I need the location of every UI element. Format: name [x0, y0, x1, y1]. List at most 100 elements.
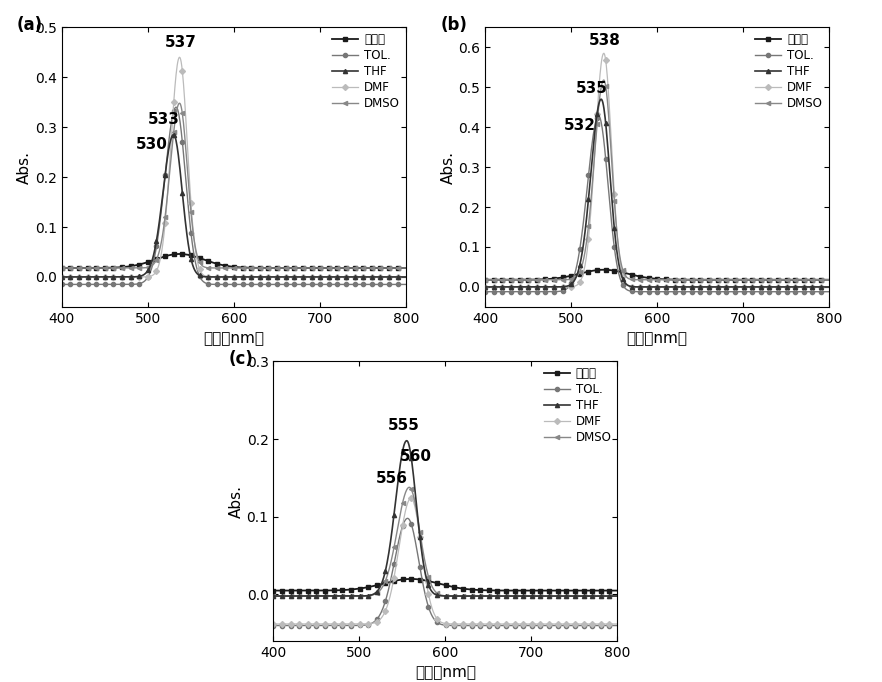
DMF [117, 273, 128, 281]
DMSO [404, 484, 415, 492]
DMF [612, 620, 623, 628]
THF [683, 283, 693, 291]
THF [168, 130, 179, 138]
DMF [471, 620, 482, 628]
TOL. [710, 288, 721, 296]
DMF [316, 273, 326, 281]
TOL. [636, 288, 647, 296]
DMF [527, 620, 538, 628]
DMF [424, 595, 435, 604]
DMF [568, 282, 579, 291]
Line: DMSO: DMSO [483, 78, 831, 282]
环己烷 [498, 587, 509, 595]
DMSO [683, 276, 693, 284]
DMSO [56, 264, 67, 272]
Text: 537: 537 [164, 35, 197, 50]
Text: (a): (a) [17, 16, 43, 34]
环己烷 [174, 250, 184, 258]
Line: DMF: DMF [60, 55, 407, 279]
Text: (c): (c) [228, 351, 254, 368]
环己烷 [383, 264, 393, 272]
Line: THF: THF [272, 439, 619, 598]
Text: 532: 532 [564, 118, 595, 133]
环己烷 [329, 587, 340, 595]
DMF [824, 283, 834, 291]
DMF [683, 283, 693, 291]
TOL. [145, 268, 155, 276]
THF [471, 592, 482, 600]
DMSO [599, 76, 609, 84]
环己烷 [316, 264, 326, 272]
环己烷 [527, 587, 538, 595]
DMSO [710, 276, 721, 284]
DMSO [471, 592, 482, 600]
THF [424, 584, 435, 592]
TOL. [480, 288, 490, 296]
X-axis label: 波长（nm）: 波长（nm） [626, 331, 688, 346]
THF [739, 283, 750, 291]
THF [612, 592, 623, 600]
TOL. [287, 280, 297, 288]
Text: 530: 530 [136, 137, 168, 152]
环己烷 [824, 276, 834, 284]
DMF [480, 283, 490, 291]
THF [268, 592, 279, 600]
Line: TOL.: TOL. [60, 105, 407, 286]
X-axis label: 波长（nm）: 波长（nm） [415, 666, 476, 681]
环己烷 [406, 575, 416, 583]
THF [527, 592, 538, 600]
TOL. [424, 606, 435, 614]
Y-axis label: Abs.: Abs. [17, 151, 32, 183]
Line: THF: THF [60, 132, 407, 279]
TOL. [56, 280, 67, 288]
TOL. [402, 514, 413, 522]
DMSO [213, 264, 223, 272]
环己烷 [636, 273, 647, 281]
DMF [400, 273, 411, 281]
DMF [541, 283, 551, 291]
TOL. [171, 103, 182, 111]
DMF [739, 283, 750, 291]
环己烷 [356, 584, 367, 593]
THF [316, 273, 326, 281]
Line: 环己烷: 环己烷 [483, 267, 831, 282]
TOL. [259, 280, 270, 288]
Y-axis label: Abs.: Abs. [228, 485, 243, 518]
TOL. [824, 288, 834, 296]
TOL. [268, 621, 279, 629]
环己烷 [710, 276, 721, 284]
DMSO [568, 274, 579, 282]
Line: TOL.: TOL. [272, 516, 619, 627]
环己烷 [480, 276, 490, 284]
THF [56, 273, 67, 281]
Line: 环己烷: 环己烷 [60, 252, 407, 270]
环己烷 [683, 276, 693, 284]
环己烷 [471, 586, 482, 594]
THF [356, 592, 367, 600]
DMSO [824, 276, 834, 284]
Line: DMSO: DMSO [60, 101, 407, 270]
Text: 560: 560 [400, 449, 432, 464]
DMF [356, 620, 367, 628]
TOL. [316, 280, 326, 288]
Line: DMSO: DMSO [272, 485, 619, 598]
THF [824, 283, 834, 291]
THF [401, 436, 412, 445]
DMF [710, 283, 721, 291]
THF [480, 283, 490, 291]
THF [568, 278, 579, 286]
DMSO [739, 276, 750, 284]
TOL. [117, 280, 128, 288]
环己烷 [117, 263, 128, 271]
THF [498, 592, 509, 600]
Line: DMF: DMF [483, 51, 831, 289]
DMSO [287, 264, 297, 272]
DMSO [612, 592, 623, 600]
环己烷 [268, 587, 279, 595]
DMSO [145, 263, 155, 271]
DMF [636, 283, 647, 291]
环己烷 [287, 264, 297, 272]
TOL. [541, 288, 551, 296]
THF [636, 283, 647, 291]
TOL. [356, 621, 367, 629]
